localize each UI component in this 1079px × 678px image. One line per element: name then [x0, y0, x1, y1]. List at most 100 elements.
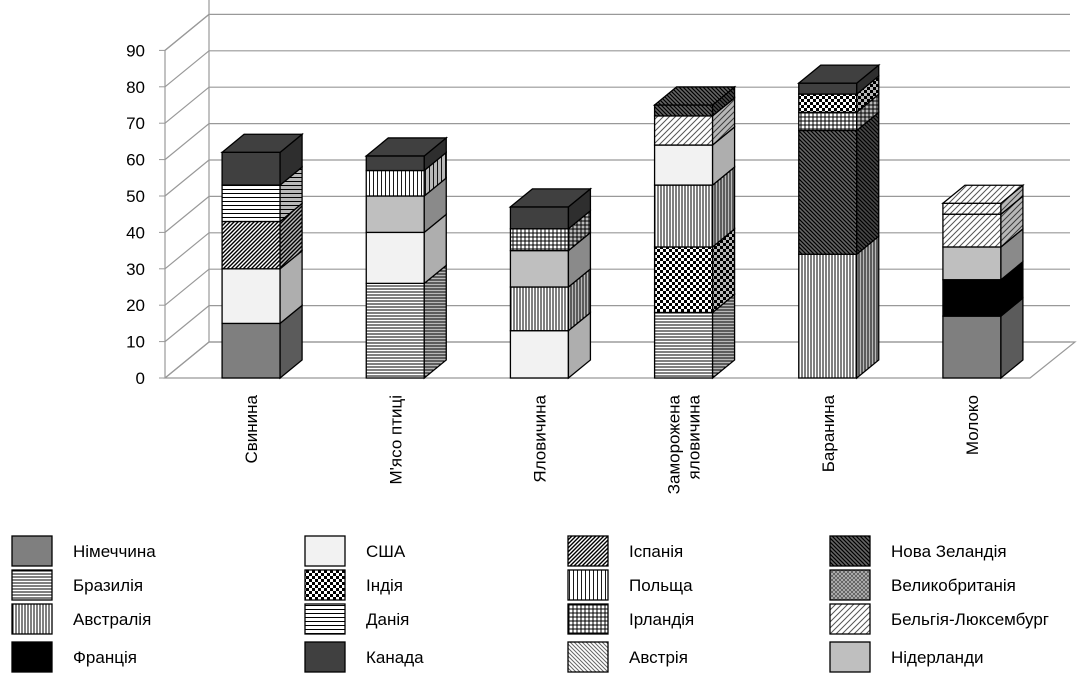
legend-swatch: [567, 641, 609, 673]
bar-segment: [221, 151, 281, 186]
legend-item: Іспанія: [567, 535, 683, 567]
bar-segment-side-shade: [712, 127, 735, 186]
legend-label: Австрія: [629, 648, 688, 667]
bar-top: [652, 86, 737, 106]
bar-segment: [942, 213, 1002, 248]
legend: Німеччина США Іспанія Нова Зеландія Бразилія…: [11, 535, 1049, 673]
bar-stack: [508, 187, 593, 380]
legend-label: Бельгія-Люксембург: [891, 610, 1049, 629]
legend-item: Німеччина: [11, 535, 156, 567]
legend-swatch: [11, 603, 53, 635]
bar-segment-side-shade: [280, 305, 303, 378]
bar-segment: [509, 206, 570, 230]
bar-segment: [653, 115, 714, 146]
bar-segment: [798, 93, 858, 113]
legend-label: Нова Зеландія: [891, 542, 1007, 561]
bar-segment-side-shade: [856, 65, 879, 95]
y-tick-label: 90: [126, 41, 145, 60]
legend-label: Іспанія: [629, 542, 683, 561]
bar-segment-side-shade: [424, 152, 447, 196]
legend-swatch: [304, 535, 346, 567]
bar-top: [364, 137, 449, 157]
y-tick-label: 30: [126, 260, 145, 279]
legend-swatch: [304, 603, 346, 635]
bar-segment: [798, 82, 858, 95]
legend-item: США: [304, 535, 406, 567]
legend-item: Канада: [304, 641, 424, 673]
y-tick-label: 0: [136, 369, 145, 388]
legend-swatch: [829, 535, 871, 567]
bar-segment: [653, 184, 714, 248]
legend-item: Австрія: [567, 641, 688, 673]
legend-label: Канада: [366, 648, 424, 667]
gridline: [164, 122, 1070, 161]
bar-segment-side-shade: [712, 86, 735, 116]
bar-segment-side-shade: [1000, 228, 1023, 280]
legend-item: Данія: [304, 603, 409, 635]
bar-segment-side-shade: [712, 228, 735, 313]
legend-label: Франція: [73, 648, 137, 667]
y-tick-label: 20: [126, 296, 145, 315]
gridline: [164, 13, 1070, 51]
bar-segment-side-shade: [712, 97, 735, 146]
legend-swatch: [829, 603, 871, 635]
y-tick-label: 60: [126, 151, 145, 170]
bar-segment: [221, 322, 281, 379]
bar-segment-side-shade: [280, 250, 303, 324]
bar-segment: [942, 246, 1002, 281]
bar-segment-side-shade: [856, 94, 879, 131]
category-labels: Свинина М'ясо птиці Яловичина Замороженаяло…: [242, 394, 982, 494]
bar-segment: [798, 111, 858, 132]
bar-segment: [653, 311, 714, 379]
bar-segment-side-shade: [280, 134, 303, 186]
legend-item: Франція: [11, 641, 137, 673]
bar-segment: [653, 144, 714, 186]
legend-swatch: [829, 641, 871, 673]
grid-and-walls: [163, 0, 1077, 379]
legend-label: Австралія: [73, 610, 151, 629]
bar-segment-side-shade: [568, 312, 591, 378]
gridline: [164, 86, 1070, 124]
legend-label: Ірландія: [629, 610, 694, 629]
bar-segment-side-shade: [568, 268, 591, 331]
bar-segment: [942, 279, 1002, 317]
category-label: Замороженаяловичина: [665, 394, 704, 494]
legend-label: Польща: [629, 576, 693, 595]
bar-segment: [509, 228, 570, 252]
bar-segment: [221, 268, 281, 325]
legend-label: Німеччина: [73, 542, 156, 561]
legend-item: Бразилія: [11, 569, 143, 601]
bar-segment-side-shade: [856, 112, 879, 255]
legend-label: Данія: [366, 610, 409, 629]
gridline: [164, 232, 1070, 270]
bars: [220, 63, 1025, 380]
category-label: Яловичина: [530, 394, 549, 482]
bar-segment: [653, 104, 714, 117]
bar-segment-side-shade: [1000, 185, 1023, 215]
y-axis: 0 10 20 30 40 50 60 70 80 90: [126, 41, 166, 388]
legend-item: Бельгія-Люксембург: [829, 603, 1049, 635]
legend-swatch: [11, 535, 53, 567]
bar-segment: [942, 202, 1002, 215]
bar-top: [941, 184, 1025, 204]
legend-item: Нова Зеландія: [829, 535, 1007, 567]
y-tick-label: 50: [126, 187, 145, 206]
bar-segment-side-shade: [856, 236, 879, 378]
legend-swatch: [567, 535, 609, 567]
legend-item: Польща: [567, 569, 693, 601]
category-label: М'ясо птиці: [386, 395, 405, 484]
legend-swatch: [304, 569, 346, 601]
gridline: [164, 50, 1070, 88]
legend-label: Великобританія: [891, 576, 1016, 595]
bar-top: [796, 64, 881, 84]
bar-segment-side-shade: [712, 167, 735, 247]
legend-swatch: [11, 641, 53, 673]
legend-swatch: [11, 569, 53, 601]
bar-segment-side-shade: [424, 265, 447, 378]
legend-swatch: [304, 641, 346, 673]
bar-segment-side-shade: [424, 137, 447, 171]
bar-segment-side-shade: [856, 76, 879, 113]
legend-label: США: [366, 542, 406, 561]
category-label: Свинина: [242, 394, 261, 463]
